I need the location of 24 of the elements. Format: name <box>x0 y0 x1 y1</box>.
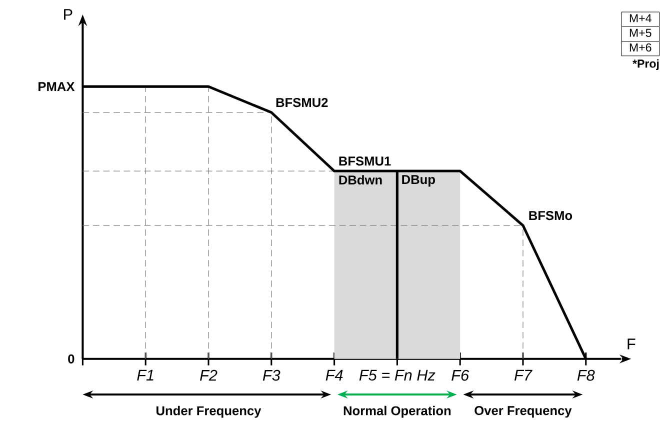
x-tick-label: F1 <box>137 370 154 380</box>
annotation: BFSMU2 <box>276 98 328 108</box>
text: M+6 <box>630 43 652 52</box>
text: 0 <box>68 354 74 364</box>
x-tick-label: F4 <box>326 370 343 380</box>
text: M+4 <box>630 14 652 22</box>
x-tick-label: F6 <box>452 370 470 381</box>
x-tick-label: F2 <box>200 370 218 381</box>
x-tick-label: F5 = Fn Hz <box>359 370 436 381</box>
annotation: DBup <box>402 175 435 187</box>
x-tick-label: F7 <box>514 370 532 380</box>
text: PMAX <box>38 82 75 92</box>
text: M+5 <box>630 28 652 37</box>
x-tick-label: F8 <box>577 370 595 381</box>
text: *Proj <box>632 59 659 70</box>
annotation: DBdwn <box>339 175 382 185</box>
text: Over Frequency <box>474 406 572 418</box>
x-tick-label: F3 <box>262 370 280 381</box>
y-axis-title: P <box>64 9 72 20</box>
text: Under Frequency <box>156 406 262 418</box>
text: Normal Operation <box>344 406 451 418</box>
annotation: BFSMo <box>529 211 572 220</box>
x-axis-title: F <box>628 338 636 350</box>
annotation: BFSMU1 <box>339 156 391 166</box>
